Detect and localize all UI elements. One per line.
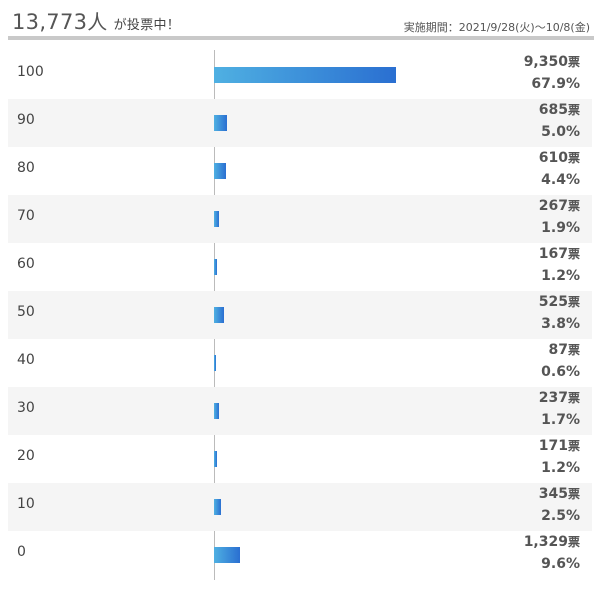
category-label: 10 [17,496,35,512]
vote-unit: 票 [567,343,580,357]
category-label: 70 [17,208,35,224]
voter-count-unit: 人 [87,10,108,34]
vote-count-value: 87 [548,342,568,358]
category-label: 40 [17,352,35,368]
vote-bar [214,403,219,419]
vote-count-value: 9,350 [523,54,568,70]
vote-bar [214,211,219,227]
vote-percent-label: 1.9% [541,220,580,236]
vote-count-label: 525票 [539,293,580,310]
category-label: 0 [17,544,26,560]
voter-count: 13,773人 が投票中！ [12,6,180,35]
vote-count-label: 1,329票 [524,533,580,550]
vote-unit: 票 [567,295,580,309]
result-row: 20 171票 1.2% [8,435,592,483]
vote-percent-label: 3.8% [541,316,580,332]
result-row: 10 345票 2.5% [8,483,592,531]
vote-percent-label: 9.6% [541,556,580,572]
vote-percent-label: 4.4% [541,172,580,188]
result-row: 30 237票 1.7% [8,387,592,435]
result-row: 40 87票 0.6% [8,339,592,387]
vote-count-label: 610票 [539,149,580,166]
vote-unit: 票 [567,439,580,453]
vote-bar [214,259,217,275]
voting-period: 実施期間：2021/9/28(火)〜10/8(金) [403,21,590,34]
category-label: 20 [17,448,35,464]
result-row: 50 525票 3.8% [8,291,592,339]
vote-count-value: 167 [538,246,568,262]
vote-percent-label: 1.2% [541,268,580,284]
vote-bar [214,307,224,323]
vote-count-label: 345票 [539,485,580,502]
vote-bar [214,499,221,515]
vote-percent-label: 67.9% [531,76,580,92]
vote-unit: 票 [567,103,580,117]
vote-bar [214,355,216,371]
result-row: 0 1,329票 9.6% [8,531,592,579]
vote-count-label: 171票 [539,437,580,454]
vote-unit: 票 [567,391,580,405]
vote-percent-label: 1.7% [541,412,580,428]
category-label: 100 [17,64,44,80]
results-chart: 100 9,350票 67.9% 90 685票 5.0% 80 610票 4.4% 70 267票… [8,51,592,579]
vote-percent-label: 0.6% [541,364,580,380]
vote-unit: 票 [567,151,580,165]
vote-bar [214,451,217,467]
vote-count-label: 9,350票 [524,53,580,70]
category-label: 30 [17,400,35,416]
vote-unit: 票 [567,487,580,501]
category-label: 50 [17,304,35,320]
category-label: 60 [17,256,35,272]
vote-count-label: 87票 [549,341,581,358]
vote-percent-label: 5.0% [541,124,580,140]
results-header: 13,773人 が投票中！ 実施期間：2021/9/28(火)〜10/8(金) [8,0,594,40]
vote-count-label: 685票 [539,101,580,118]
voting-status-text: が投票中！ [113,18,181,33]
result-row: 70 267票 1.9% [8,195,592,243]
vote-count-value: 1,329 [523,534,568,550]
vote-count-value: 267 [538,198,568,214]
vote-bar [214,163,226,179]
vote-unit: 票 [567,247,580,261]
category-label: 80 [17,160,35,176]
vote-unit: 票 [567,535,580,549]
vote-count-value: 171 [538,438,568,454]
vote-count-value: 685 [538,102,568,118]
vote-percent-label: 1.2% [541,460,580,476]
vote-bar [214,547,240,563]
result-row: 90 685票 5.0% [8,99,592,147]
vote-unit: 票 [567,199,580,213]
vote-count-label: 267票 [539,197,580,214]
vote-unit: 票 [567,55,580,69]
voter-count-number: 13,773 [12,10,88,34]
vote-count-label: 237票 [539,389,580,406]
vote-count-value: 237 [538,390,568,406]
result-row: 80 610票 4.4% [8,147,592,195]
vote-bar [214,115,227,131]
category-label: 90 [17,112,35,128]
vote-count-value: 345 [538,486,568,502]
vote-bar [214,67,396,83]
vote-percent-label: 2.5% [541,508,580,524]
vote-count-value: 610 [538,150,568,166]
vote-count-value: 525 [538,294,568,310]
result-row: 100 9,350票 67.9% [8,51,592,99]
result-row: 60 167票 1.2% [8,243,592,291]
vote-count-label: 167票 [539,245,580,262]
